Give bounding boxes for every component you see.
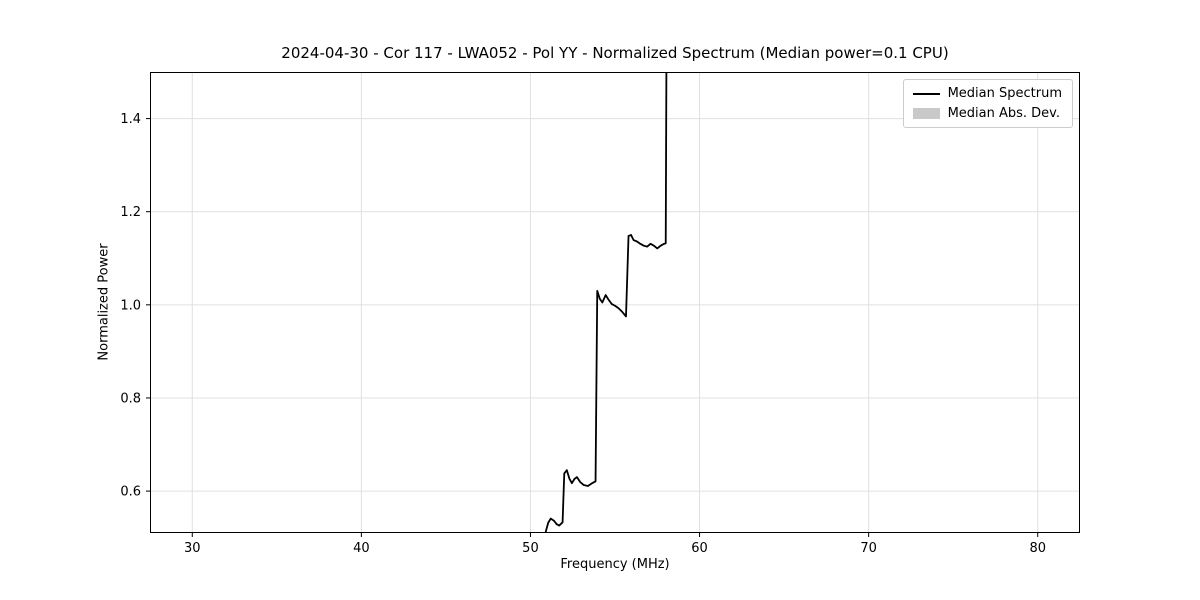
x-tick-label: 70 — [860, 541, 877, 556]
y-tick-label: 1.2 — [120, 205, 141, 220]
y-tick-label: 1.0 — [120, 298, 141, 313]
x-tick-label: 50 — [522, 541, 539, 556]
spectrum-line — [544, 72, 668, 533]
line-swatch-icon — [912, 92, 940, 95]
legend: Median Spectrum Median Abs. Dev. — [902, 79, 1073, 128]
y-tick-label: 0.6 — [120, 485, 141, 500]
x-tick-label: 30 — [184, 541, 201, 556]
patch-swatch-icon — [912, 108, 940, 119]
plot-area: 30 40 50 60 70 80 0.6 0.8 1.0 1.2 1.4 — [120, 72, 1080, 556]
x-tick-label: 40 — [353, 541, 370, 556]
y-axis-label: Normalized Power — [96, 243, 112, 361]
chart-title: 2024-04-30 - Cor 117 - LWA052 - Pol YY -… — [281, 44, 949, 62]
legend-label-median-spectrum: Median Spectrum — [947, 86, 1062, 101]
y-tick-label: 1.4 — [120, 112, 141, 127]
legend-item-median-spectrum: Median Spectrum — [912, 86, 1062, 101]
x-tick-label: 80 — [1029, 541, 1046, 556]
plot-border — [150, 72, 1080, 533]
legend-label-median-abs-dev: Median Abs. Dev. — [947, 106, 1061, 121]
x-tick-label: 60 — [691, 541, 708, 556]
legend-item-median-abs-dev: Median Abs. Dev. — [912, 106, 1062, 121]
x-axis-label: Frequency (MHz) — [560, 557, 670, 572]
y-tick-label: 0.8 — [120, 391, 141, 406]
